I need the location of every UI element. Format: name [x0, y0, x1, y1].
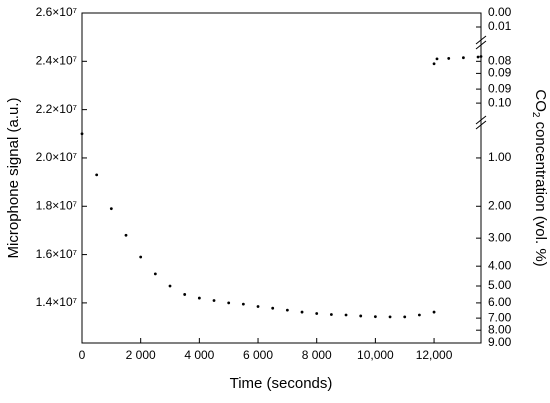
y-tick-label: 1.4×10⁷ — [36, 295, 77, 309]
data-point — [447, 57, 451, 60]
data-point — [168, 284, 172, 288]
data-point — [359, 314, 363, 318]
data-point — [95, 173, 99, 177]
data-point — [344, 313, 348, 317]
data-point — [315, 312, 319, 315]
data-point — [227, 301, 231, 305]
x-tick-label: 4 000 — [184, 348, 214, 362]
data-point — [109, 207, 113, 211]
data-point — [80, 132, 84, 136]
data-point — [241, 302, 245, 306]
y2-tick-label: 0.00 — [488, 5, 512, 19]
y2-tick-label: 3.00 — [488, 230, 512, 244]
y-tick-label: 2.2×10⁷ — [36, 102, 77, 116]
data-point — [197, 296, 201, 300]
data-point — [461, 56, 465, 60]
y2-tick-label: 6.00 — [488, 295, 512, 309]
data-point — [479, 55, 483, 58]
y2-tick-label: 0.09 — [488, 81, 512, 95]
y2-label-part: CO — [532, 89, 549, 112]
data-point — [212, 299, 216, 302]
y2-tick-label: 2.00 — [488, 198, 512, 212]
y-tick-label: 1.6×10⁷ — [36, 247, 77, 261]
data-point — [271, 306, 275, 310]
x-tick-label: 2 000 — [126, 348, 156, 362]
data-point — [256, 305, 260, 308]
data-point — [329, 313, 333, 316]
data-point — [432, 310, 436, 314]
data-point — [476, 55, 480, 59]
y-tick-label: 1.8×10⁷ — [36, 198, 77, 212]
y2-tick-label: 1.00 — [488, 150, 512, 164]
y2-tick-label: 0.08 — [488, 53, 512, 67]
y2-tick-label: 9.00 — [488, 335, 512, 349]
data-point — [153, 272, 157, 276]
x-tick-label: 0 — [79, 348, 86, 362]
axis-break — [475, 35, 487, 130]
y-tick-label: 2.0×10⁷ — [36, 150, 77, 164]
y2-tick-label: 8.00 — [488, 322, 512, 336]
y2-tick-label: 0.01 — [488, 19, 512, 33]
x-tick-label: 8 000 — [302, 348, 332, 362]
x-tick-label: 6 000 — [243, 348, 273, 362]
y-tick-label: 2.4×10⁷ — [36, 53, 77, 67]
data-point — [300, 310, 304, 314]
y2-tick-label: 5.00 — [488, 278, 512, 292]
data-point — [373, 315, 377, 319]
data-point — [435, 57, 439, 61]
y2-tick-label: 7.00 — [488, 310, 512, 324]
data-point — [139, 255, 143, 259]
x-tick-label: 12,000 — [416, 348, 453, 362]
data-point — [285, 308, 289, 312]
data-point — [432, 62, 436, 66]
data-point — [183, 293, 187, 296]
y2-tick-label: 0.09 — [488, 66, 512, 80]
y2-tick-label: 0.10 — [488, 95, 512, 109]
data-point — [124, 233, 128, 237]
y2-axis-label: CO2 concentration (vol. %) — [530, 89, 549, 266]
data-point — [388, 315, 392, 319]
y2-tick-label: 4.00 — [488, 258, 512, 272]
x-axis-label: Time (seconds) — [230, 375, 333, 392]
plot-frame — [81, 12, 482, 344]
x-tick-label: 10,000 — [357, 348, 394, 362]
y2-label-part: concentration (vol. %) — [532, 117, 549, 266]
data-point — [403, 315, 407, 319]
y-axis-label: Microphone signal (a.u.) — [5, 98, 22, 259]
y-tick-label: 2.6×10⁷ — [36, 5, 77, 19]
y2-label-sub: 2 — [530, 112, 541, 118]
data-point — [417, 313, 421, 317]
